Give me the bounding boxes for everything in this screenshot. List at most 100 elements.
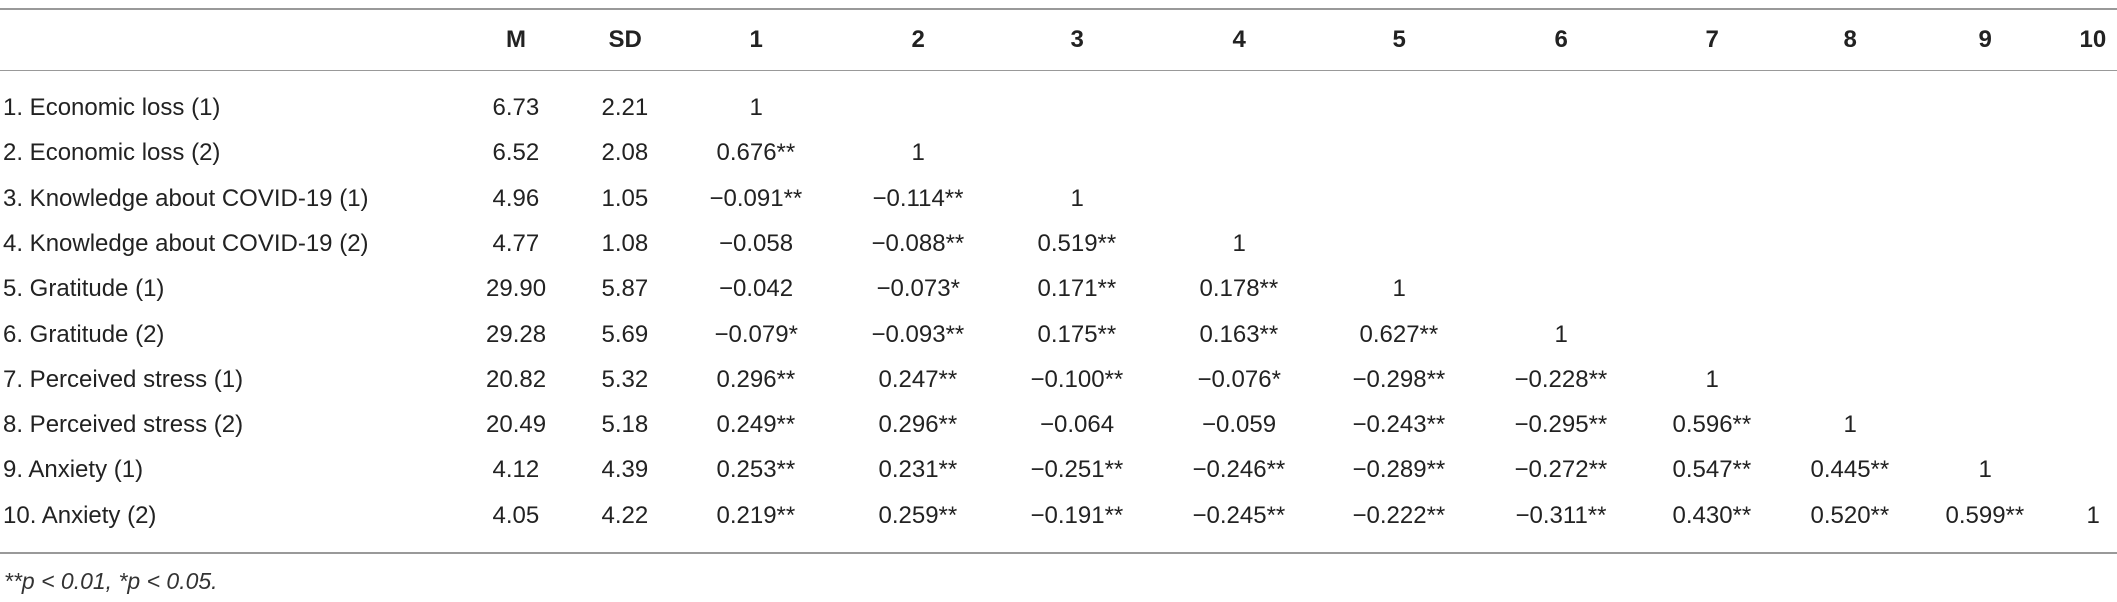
table-cell: −0.079* [714, 320, 798, 348]
table-cell: 5.87 [601, 275, 649, 303]
column-header: SD [608, 26, 642, 53]
table-cell: −0.222** [1352, 501, 1446, 529]
table-cell: −0.091** [709, 184, 803, 212]
header-rule [0, 70, 2117, 71]
table-cell: 29.28 [486, 320, 547, 348]
table-cell: −0.100** [1030, 365, 1124, 393]
row-label: 10. Anxiety (2) [3, 501, 157, 529]
column-header: 4 [1232, 26, 1246, 53]
table-cell: 0.445** [1810, 456, 1890, 484]
table-cell: −0.088** [871, 229, 965, 257]
table-cell: 1 [1843, 411, 1857, 439]
column-header: 7 [1705, 26, 1719, 53]
table-cell: 0.676** [716, 139, 796, 167]
table-cell: 1 [911, 139, 925, 167]
row-label: 1. Economic loss (1) [3, 94, 221, 121]
table-cell: 5.18 [601, 411, 649, 439]
table-cell: 4.96 [492, 184, 540, 212]
table-cell: 1 [1070, 184, 1084, 212]
table-cell: 0.259** [878, 501, 958, 529]
column-header: 1 [749, 26, 763, 53]
table-cell: 4.05 [492, 501, 540, 529]
table-cell: −0.059 [1202, 411, 1277, 439]
table-cell: 0.596** [1672, 411, 1752, 439]
table-cell: 0.178** [1199, 275, 1279, 303]
table-cell: 2.08 [601, 139, 649, 167]
table-cell: −0.042 [719, 275, 794, 303]
table-cell: −0.076* [1197, 365, 1281, 393]
row-label: 9. Anxiety (1) [3, 456, 144, 484]
column-header: 8 [1843, 26, 1857, 53]
table-cell: 1 [1705, 365, 1719, 393]
table-cell: 0.231** [878, 456, 958, 484]
table-cell: 0.219** [716, 501, 796, 529]
table-cell: 0.547** [1672, 456, 1752, 484]
table-cell: −0.295** [1514, 411, 1608, 439]
top-rule [0, 8, 2117, 10]
footnote: **p < 0.01, *p < 0.05. [4, 568, 218, 594]
row-label: 5. Gratitude (1) [3, 275, 165, 303]
table-cell: −0.246** [1192, 456, 1286, 484]
table-cell: 0.163** [1199, 320, 1279, 348]
column-header: 9 [1978, 26, 1992, 53]
table-cell: −0.073* [876, 275, 960, 303]
column-header: 10 [2079, 26, 2107, 53]
column-header: 3 [1070, 26, 1084, 53]
bottom-rule [0, 552, 2117, 554]
row-label: 2. Economic loss (2) [3, 139, 221, 167]
table-cell: 1 [2086, 501, 2100, 529]
table-cell: −0.311** [1515, 501, 1607, 529]
table-cell: 20.82 [486, 365, 547, 393]
table-cell: 0.627** [1359, 320, 1439, 348]
table-cell: 5.69 [601, 320, 649, 348]
table-cell: 1 [749, 94, 763, 121]
table-cell: −0.251** [1030, 456, 1124, 484]
table-cell: 1 [1392, 275, 1406, 303]
table-cell: −0.245** [1192, 501, 1286, 529]
table-cell: 2.21 [601, 94, 649, 121]
table-cell: 5.32 [601, 365, 649, 393]
table-cell: 4.39 [601, 456, 649, 484]
table-cell: 0.296** [878, 411, 958, 439]
row-label: 7. Perceived stress (1) [3, 365, 244, 393]
table-cell: −0.289** [1352, 456, 1446, 484]
table-cell: 1 [1232, 229, 1246, 257]
table-cell: 0.520** [1810, 501, 1890, 529]
table-cell: −0.272** [1514, 456, 1608, 484]
table-cell: −0.298** [1352, 365, 1446, 393]
table-cell: 29.90 [486, 275, 547, 303]
table-cell: 0.296** [716, 365, 796, 393]
column-header: 5 [1392, 26, 1406, 53]
table-cell: 0.175** [1037, 320, 1117, 348]
table-cell: −0.058 [719, 229, 794, 257]
row-label: 8. Perceived stress (2) [3, 411, 244, 439]
table-cell: 1 [1978, 456, 1992, 484]
table-cell: 1.05 [601, 184, 649, 212]
table-cell: 0.519** [1037, 229, 1117, 257]
table-cell: 0.253** [716, 456, 796, 484]
table-cell: 4.22 [601, 501, 649, 529]
table-cell: 0.599** [1945, 501, 2025, 529]
column-header: 2 [911, 26, 925, 53]
table-cell: −0.114** [872, 184, 964, 212]
table-cell: 0.249** [716, 411, 796, 439]
table-cell: 4.12 [492, 456, 540, 484]
table-cell: 0.247** [878, 365, 958, 393]
table-cell: −0.064 [1040, 411, 1115, 439]
table-cell: 0.171** [1037, 275, 1117, 303]
row-label: 6. Gratitude (2) [3, 320, 165, 348]
row-label: 3. Knowledge about COVID-19 (1) [3, 184, 369, 212]
table-cell: 0.430** [1672, 501, 1752, 529]
column-header: 6 [1554, 26, 1568, 53]
table-cell: 1 [1554, 320, 1568, 348]
table-cell: −0.093** [871, 320, 965, 348]
table-cell: 1.08 [601, 229, 649, 257]
table-cell: −0.191** [1030, 501, 1124, 529]
table-cell: 4.77 [492, 229, 540, 257]
column-header: M [506, 26, 526, 53]
table-cell: 6.73 [492, 94, 540, 121]
table-cell: 6.52 [492, 139, 540, 167]
table-cell: −0.243** [1352, 411, 1446, 439]
table-cell: 20.49 [486, 411, 547, 439]
